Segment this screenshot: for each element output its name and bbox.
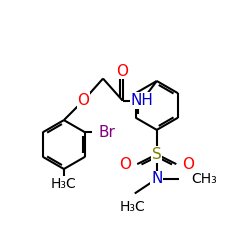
Text: Br: Br [98, 125, 116, 140]
Text: CH₃: CH₃ [191, 172, 217, 186]
Text: N: N [151, 171, 162, 186]
Text: H₃C: H₃C [51, 177, 77, 191]
Text: NH: NH [131, 93, 154, 108]
Text: H₃C: H₃C [120, 200, 145, 213]
Text: O: O [78, 93, 90, 108]
Text: O: O [116, 64, 128, 79]
Text: S: S [152, 147, 162, 162]
Text: O: O [182, 156, 194, 172]
Text: O: O [119, 156, 131, 172]
